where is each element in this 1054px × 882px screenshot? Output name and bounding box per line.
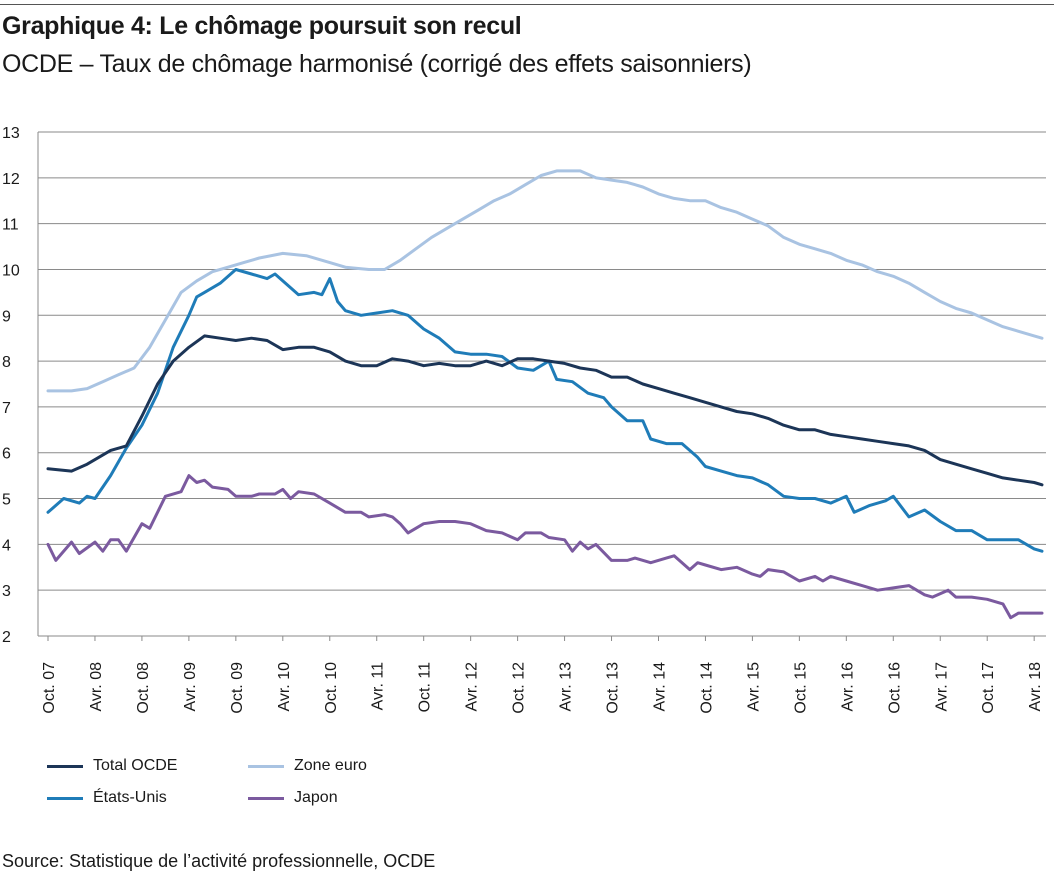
y-tick-label: 6 xyxy=(2,446,11,463)
chart-subtitle: OCDE – Taux de chômage harmonisé (corrig… xyxy=(2,50,752,78)
x-tick-label: Oct. 14 xyxy=(698,662,715,714)
legend-item: Zone euro xyxy=(248,757,367,775)
x-tick-label: Oct. 10 xyxy=(323,662,340,714)
y-tick-label: 5 xyxy=(2,492,11,509)
x-tick-label: Avr. 10 xyxy=(276,662,293,712)
x-tick-label: Oct. 07 xyxy=(41,662,58,714)
x-tick-label: Oct. 11 xyxy=(417,662,434,712)
x-tick-label: Avr. 09 xyxy=(182,662,199,712)
x-tick-label: Oct. 12 xyxy=(511,662,528,714)
legend-item: Total OCDE xyxy=(47,757,177,775)
x-tick-label: Avr. 15 xyxy=(745,662,762,712)
source-note: Source: Statistique de l’activité profes… xyxy=(2,851,436,871)
y-tick-label: 2 xyxy=(2,629,11,646)
x-tick-label: Oct. 13 xyxy=(605,662,622,714)
series-line-japon xyxy=(46,474,1044,620)
legend-swatch xyxy=(47,764,83,768)
y-tick-label: 4 xyxy=(2,537,11,554)
legend-label: Total OCDE xyxy=(93,757,178,774)
legend-label: États-Unis xyxy=(93,789,167,806)
x-tick-label: Avr. 13 xyxy=(558,662,575,712)
x-tick-label: Avr. 18 xyxy=(1027,662,1044,712)
legend-item: Japon xyxy=(248,789,338,807)
x-tick-label: Oct. 09 xyxy=(229,662,246,714)
x-tick-label: Oct. 08 xyxy=(135,662,152,714)
legend-swatch xyxy=(248,764,284,768)
series-line--tats-unis xyxy=(46,268,1044,553)
y-tick-label: 12 xyxy=(2,171,20,188)
legend-item: États-Unis xyxy=(47,789,167,807)
x-tick-label: Oct. 16 xyxy=(886,662,903,714)
y-tick-label: 11 xyxy=(2,217,19,234)
y-tick-label: 8 xyxy=(2,354,11,371)
y-tick-label: 7 xyxy=(2,400,11,417)
x-tick-label: Avr. 16 xyxy=(839,662,856,712)
x-tick-label: Oct. 17 xyxy=(980,662,997,714)
top-rule xyxy=(0,4,1054,5)
legend-label: Zone euro xyxy=(294,757,367,774)
chart-title: Graphique 4: Le chômage poursuit son rec… xyxy=(2,12,522,40)
y-tick-label: 3 xyxy=(2,583,11,600)
x-tick-label: Oct. 15 xyxy=(792,662,809,714)
x-tick-label: Avr. 08 xyxy=(88,662,105,712)
x-tick-label: Avr. 14 xyxy=(651,662,668,712)
series-line-zone-euro xyxy=(46,169,1044,393)
legend-label: Japon xyxy=(294,789,338,806)
legend-swatch xyxy=(248,796,284,800)
y-tick-label: 13 xyxy=(2,125,20,142)
x-tick-label: Avr. 11 xyxy=(370,662,387,710)
series-line-total-ocde xyxy=(46,334,1044,487)
x-tick-label: Avr. 17 xyxy=(933,662,950,712)
legend-swatch xyxy=(47,796,83,800)
x-tick-label: Avr. 12 xyxy=(464,662,481,712)
y-tick-label: 9 xyxy=(2,308,11,325)
y-tick-label: 10 xyxy=(2,262,20,279)
